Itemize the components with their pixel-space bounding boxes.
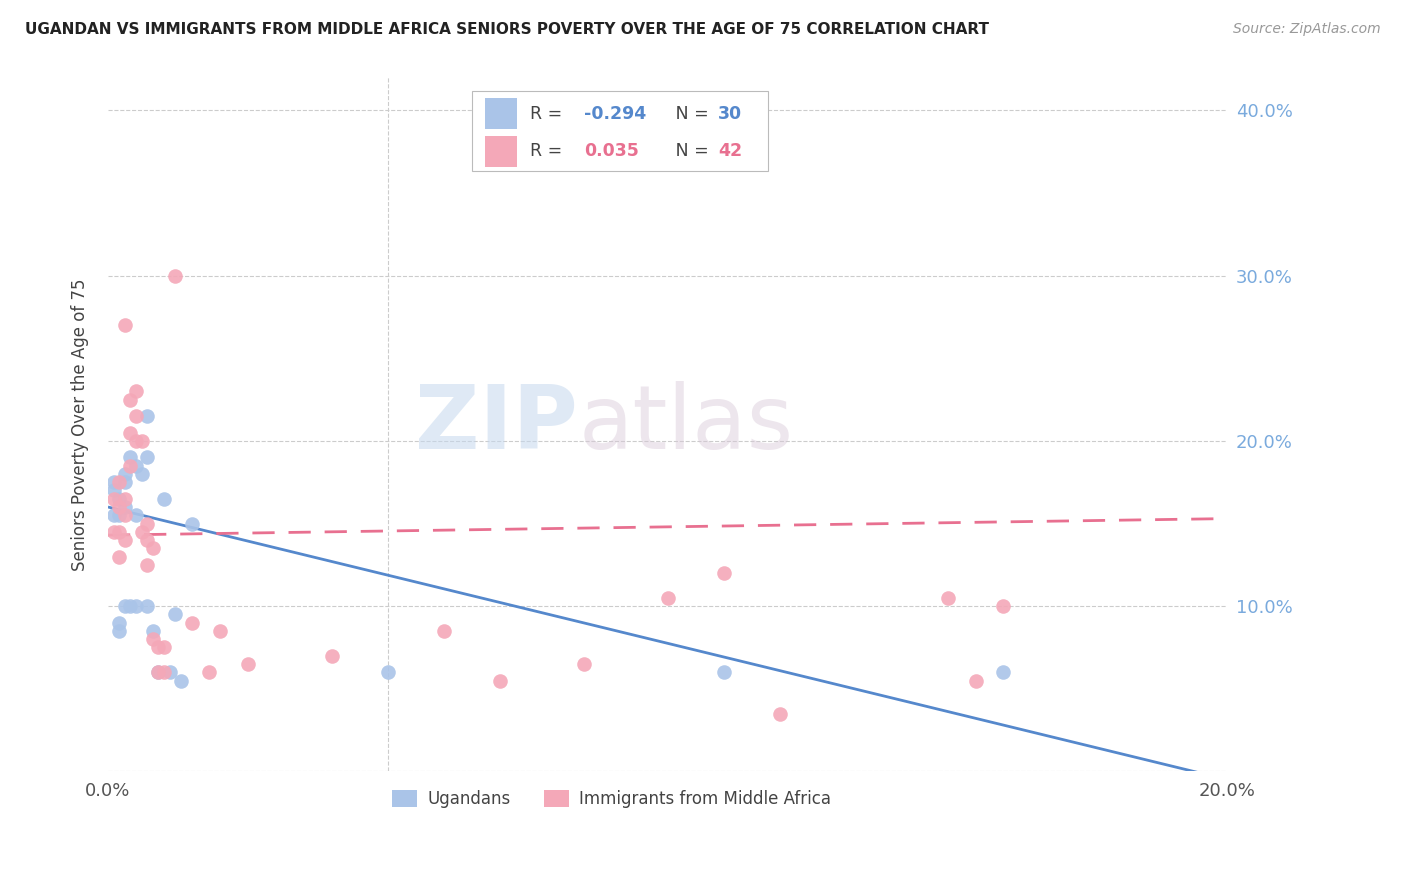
Point bbox=[153, 491, 176, 506]
Text: 42: 42 bbox=[718, 142, 742, 161]
Point bbox=[142, 541, 165, 556]
Point bbox=[208, 624, 231, 638]
Point bbox=[108, 508, 131, 523]
Point bbox=[148, 640, 170, 655]
Point bbox=[136, 533, 159, 547]
Point bbox=[148, 665, 170, 680]
Point bbox=[236, 657, 259, 671]
Point bbox=[114, 500, 136, 514]
Point bbox=[148, 665, 170, 680]
Point bbox=[136, 558, 159, 572]
Point bbox=[321, 648, 343, 663]
Point bbox=[114, 508, 136, 523]
Point bbox=[108, 624, 131, 638]
Text: UGANDAN VS IMMIGRANTS FROM MIDDLE AFRICA SENIORS POVERTY OVER THE AGE OF 75 CORR: UGANDAN VS IMMIGRANTS FROM MIDDLE AFRICA… bbox=[25, 22, 990, 37]
Y-axis label: Seniors Poverty Over the Age of 75: Seniors Poverty Over the Age of 75 bbox=[72, 278, 89, 571]
Point bbox=[657, 591, 679, 605]
Point bbox=[488, 673, 510, 688]
Point bbox=[153, 665, 176, 680]
FancyBboxPatch shape bbox=[472, 91, 769, 171]
Point bbox=[965, 673, 987, 688]
Point bbox=[108, 500, 131, 514]
Point bbox=[142, 632, 165, 647]
Point bbox=[153, 640, 176, 655]
Point bbox=[120, 599, 142, 614]
Point bbox=[136, 450, 159, 465]
Point bbox=[136, 599, 159, 614]
Point bbox=[197, 665, 219, 680]
Point bbox=[713, 665, 735, 680]
Text: R =: R = bbox=[530, 142, 574, 161]
Point bbox=[103, 508, 125, 523]
Point bbox=[125, 599, 148, 614]
Point bbox=[108, 549, 131, 564]
Bar bbox=[485, 98, 516, 129]
Bar bbox=[485, 136, 516, 167]
Point bbox=[114, 467, 136, 481]
Point bbox=[103, 475, 125, 490]
Point bbox=[181, 615, 204, 630]
Point bbox=[142, 624, 165, 638]
Point bbox=[433, 624, 456, 638]
Text: 30: 30 bbox=[718, 104, 742, 123]
Point bbox=[159, 665, 181, 680]
Point bbox=[125, 409, 148, 424]
Text: N =: N = bbox=[659, 104, 714, 123]
Point bbox=[114, 475, 136, 490]
Point bbox=[108, 475, 131, 490]
Point bbox=[103, 491, 125, 506]
Point bbox=[131, 467, 153, 481]
Point bbox=[120, 425, 142, 440]
Point bbox=[131, 434, 153, 448]
Text: -0.294: -0.294 bbox=[583, 104, 645, 123]
Point bbox=[170, 673, 193, 688]
Point bbox=[768, 706, 790, 721]
Point bbox=[114, 318, 136, 333]
Text: 0.035: 0.035 bbox=[583, 142, 638, 161]
Point bbox=[993, 599, 1015, 614]
Point bbox=[108, 524, 131, 539]
Legend: Ugandans, Immigrants from Middle Africa: Ugandans, Immigrants from Middle Africa bbox=[385, 783, 838, 815]
Point bbox=[377, 665, 399, 680]
Point bbox=[572, 657, 595, 671]
Point bbox=[125, 384, 148, 399]
Point bbox=[993, 665, 1015, 680]
Point bbox=[120, 458, 142, 473]
Point bbox=[181, 516, 204, 531]
Point bbox=[114, 533, 136, 547]
Text: N =: N = bbox=[659, 142, 714, 161]
Point bbox=[120, 392, 142, 407]
Point bbox=[108, 491, 131, 506]
Point bbox=[936, 591, 959, 605]
Point bbox=[125, 458, 148, 473]
Point bbox=[713, 566, 735, 581]
Point bbox=[120, 450, 142, 465]
Point bbox=[125, 508, 148, 523]
Point bbox=[136, 409, 159, 424]
Point bbox=[125, 434, 148, 448]
Point bbox=[103, 483, 125, 498]
Text: atlas: atlas bbox=[578, 381, 793, 468]
Point bbox=[114, 491, 136, 506]
Point bbox=[136, 516, 159, 531]
Text: ZIP: ZIP bbox=[415, 381, 578, 468]
Point bbox=[108, 615, 131, 630]
Point bbox=[165, 268, 187, 283]
Point bbox=[103, 524, 125, 539]
Text: Source: ZipAtlas.com: Source: ZipAtlas.com bbox=[1233, 22, 1381, 37]
Point bbox=[131, 524, 153, 539]
Text: R =: R = bbox=[530, 104, 568, 123]
Point bbox=[165, 607, 187, 622]
Point bbox=[114, 599, 136, 614]
